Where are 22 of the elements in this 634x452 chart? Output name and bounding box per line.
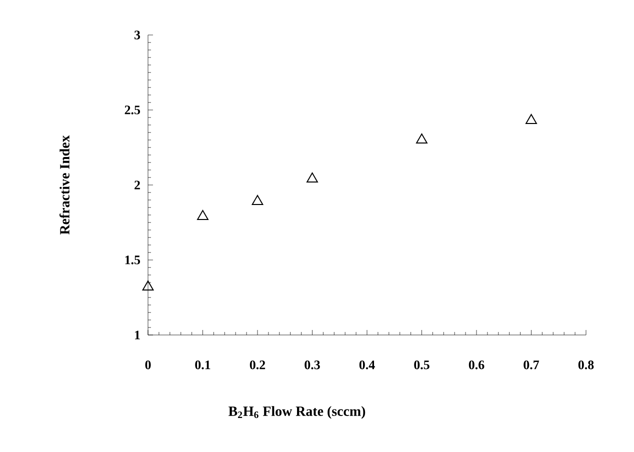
- x-tick-label: 0.6: [468, 360, 484, 370]
- y-tick-label: 1.5: [125, 256, 140, 264]
- y-tick-label: 2: [134, 180, 140, 190]
- x-tick-label: 0.7: [524, 360, 540, 370]
- y-axis-title: Refractive Index: [59, 135, 70, 235]
- point: [252, 194, 264, 205]
- x-tick-label: 0.2: [250, 360, 266, 370]
- x-tick-label: 0.4: [359, 360, 375, 370]
- x-tick-label: 0.1: [195, 360, 210, 370]
- x-tick-label: 0.5: [414, 360, 430, 370]
- x-tick-label: 0: [145, 360, 151, 370]
- point: [142, 280, 154, 290]
- y-tick-label: 3: [134, 30, 140, 40]
- point: [197, 210, 208, 220]
- y-tick-label: 2.5: [124, 106, 140, 114]
- point: [306, 172, 318, 182]
- point: [416, 133, 428, 144]
- x-tick-label: 0.3: [304, 360, 320, 370]
- point: [526, 114, 537, 124]
- x-axis-title: B$_{2}$H$_{6}$ Flow Rate (sccm): [228, 406, 366, 419]
- y-tick-label: 1: [135, 330, 140, 340]
- x-tick-label: 0.8: [578, 360, 594, 370]
